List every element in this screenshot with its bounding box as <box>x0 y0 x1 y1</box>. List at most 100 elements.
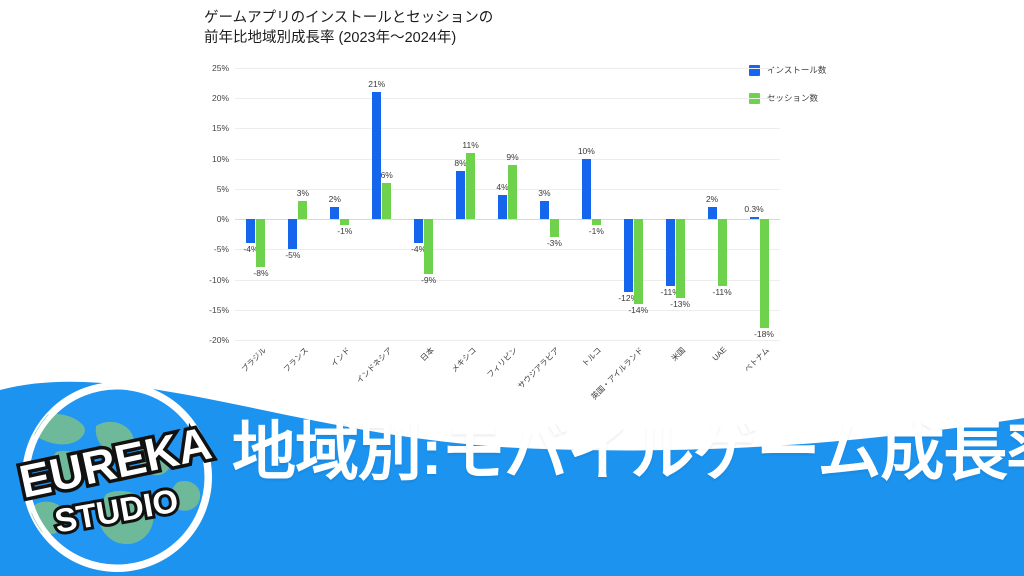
y-axis-tick-label: 20% <box>211 93 229 104</box>
y-axis-tick-label: -10% <box>209 274 229 285</box>
bar-value-label: -5% <box>285 250 301 261</box>
bar-group: 0.3% -18% ベトナム <box>738 68 780 374</box>
bar-session[interactable] <box>507 164 517 220</box>
bar-session[interactable] <box>382 182 392 220</box>
gridline <box>235 158 780 160</box>
bar-group: 2% -11% UAE <box>696 68 738 363</box>
bar-install[interactable] <box>623 219 633 292</box>
y-axis-tick-label: -20% <box>209 335 229 345</box>
bar-install[interactable] <box>665 219 675 286</box>
bar-value-label: -3% <box>546 238 562 249</box>
eureka-studio-logo: EUREKA STUDIO <box>10 382 225 572</box>
bar-group: 2% -1% インド <box>319 68 361 369</box>
bar-value-label: 3% <box>296 187 310 198</box>
bar-session[interactable] <box>759 219 769 328</box>
bar-session[interactable] <box>549 219 559 238</box>
gridline <box>235 98 780 100</box>
y-axis-tick-label: 10% <box>211 153 229 164</box>
bar-session[interactable] <box>591 219 601 226</box>
bar-session[interactable] <box>256 219 266 268</box>
bar-value-label: -4% <box>411 244 427 255</box>
bar-group: -4% -8% ブラジル <box>235 68 277 374</box>
bar-value-label: 11% <box>462 139 479 150</box>
gridline <box>235 340 780 341</box>
bar-install[interactable] <box>414 219 424 244</box>
bar-group: -11% -13% 米国 <box>654 68 696 363</box>
bar-value-label: -8% <box>253 268 269 279</box>
bar-value-label: 3% <box>538 187 551 198</box>
banner-wave-shape <box>0 381 1024 576</box>
zero-line <box>235 219 780 221</box>
bar-group: 10% -1% トルコ <box>570 68 612 369</box>
bar-group: -5% 3% フランス <box>277 68 319 374</box>
legend-label: インストール数 <box>767 65 827 75</box>
bar-value-label: 0.3% <box>744 204 764 215</box>
bar-value-label: -1% <box>588 226 604 237</box>
bar-value-label: -12% <box>618 292 639 303</box>
bar-value-label: 8% <box>454 157 467 168</box>
bar-install[interactable] <box>456 170 466 220</box>
legend-item-install[interactable]: インストール数 <box>749 60 869 80</box>
bar-install[interactable] <box>539 200 549 220</box>
bar-value-label: -13% <box>670 298 691 309</box>
bar-install[interactable] <box>749 217 759 220</box>
y-axis-tick-label: 5% <box>216 183 229 194</box>
y-axis-tick-label: 0% <box>216 214 229 225</box>
bar-group: -12% -14% 英国・アイルランド <box>590 68 654 401</box>
legend-item-session[interactable]: セッション数 <box>749 88 869 108</box>
bar-install[interactable] <box>288 219 298 250</box>
bar-install[interactable] <box>581 158 591 220</box>
bar-session[interactable] <box>298 200 308 220</box>
bar-install[interactable] <box>330 207 340 220</box>
bar-group: -4% -9% 日本 <box>403 68 445 363</box>
legend-swatch-icon <box>749 64 760 76</box>
gridline <box>235 249 780 251</box>
bar-group: 4% 9% フィリピン <box>486 68 529 380</box>
bar-session[interactable] <box>424 219 434 274</box>
bar-session[interactable] <box>675 219 685 298</box>
gridline <box>235 279 780 281</box>
bar-value-label: 10% <box>577 145 595 156</box>
bar-session[interactable] <box>633 219 643 304</box>
bar-value-label: 9% <box>506 151 519 162</box>
gridline <box>235 68 780 69</box>
chart-plot-inner: 25% 20% 15% 10% 5% 0% -5% -10% -15% -20% -4% -8% ブラジ… <box>209 63 780 401</box>
bar-group: 8% 11% メキシコ <box>445 68 487 375</box>
bar-value-label: 4% <box>496 181 509 192</box>
chart-title: ゲームアプリのインストールとセッションの 前年比地域別成長率 (2023年～20… <box>204 10 494 46</box>
bar-value-label: 21% <box>368 79 386 90</box>
bar-install[interactable] <box>246 219 256 244</box>
gridline <box>235 309 780 311</box>
bar-value-label: 2% <box>328 194 341 205</box>
bar-session[interactable] <box>466 152 476 220</box>
chart-plot-area: 25% 20% 15% 10% 5% 0% -5% -10% -15% -20% -4% -8% ブラジ… <box>209 63 780 401</box>
y-axis-tick-label: -15% <box>209 304 229 315</box>
bar-value-label: -4% <box>243 244 259 255</box>
bar-value-label: -14% <box>628 304 649 315</box>
y-axis-tick-label: 15% <box>211 123 229 134</box>
bar-install[interactable] <box>707 207 717 220</box>
y-axis-tick-label: -5% <box>213 244 229 255</box>
bar-group: 3% -3% サウジアラビア <box>517 68 570 391</box>
bar-session[interactable] <box>717 219 727 286</box>
bar-value-label: -11% <box>660 286 680 297</box>
bar-value-label: 6% <box>380 169 393 180</box>
bottom-banner: EUREKA STUDIO 地域別:モバイルゲーム成長率 <box>0 360 1024 576</box>
bar-group: 21% 6% インドネシア <box>354 68 403 385</box>
bar-session[interactable] <box>340 219 350 226</box>
bar-install[interactable] <box>372 92 382 220</box>
gridline <box>235 188 780 190</box>
bar-install[interactable] <box>497 194 507 220</box>
banner-title: 地域別:モバイルゲーム成長率 <box>232 416 1024 488</box>
chart-container: ゲームアプリのインストールとセッションの 前年比地域別成長率 (2023年～20… <box>195 0 875 401</box>
globe-icon <box>22 382 212 572</box>
gridline <box>235 128 780 130</box>
legend-swatch-icon <box>749 92 760 104</box>
bar-value-label: -1% <box>337 226 353 237</box>
bar-value-label: -9% <box>421 274 437 285</box>
chart-legend: インストール数セッション数 <box>749 60 869 116</box>
y-axis-tick-label: 25% <box>211 63 229 73</box>
bar-value-label: 2% <box>705 194 719 205</box>
bar-value-label: -11% <box>712 286 732 297</box>
